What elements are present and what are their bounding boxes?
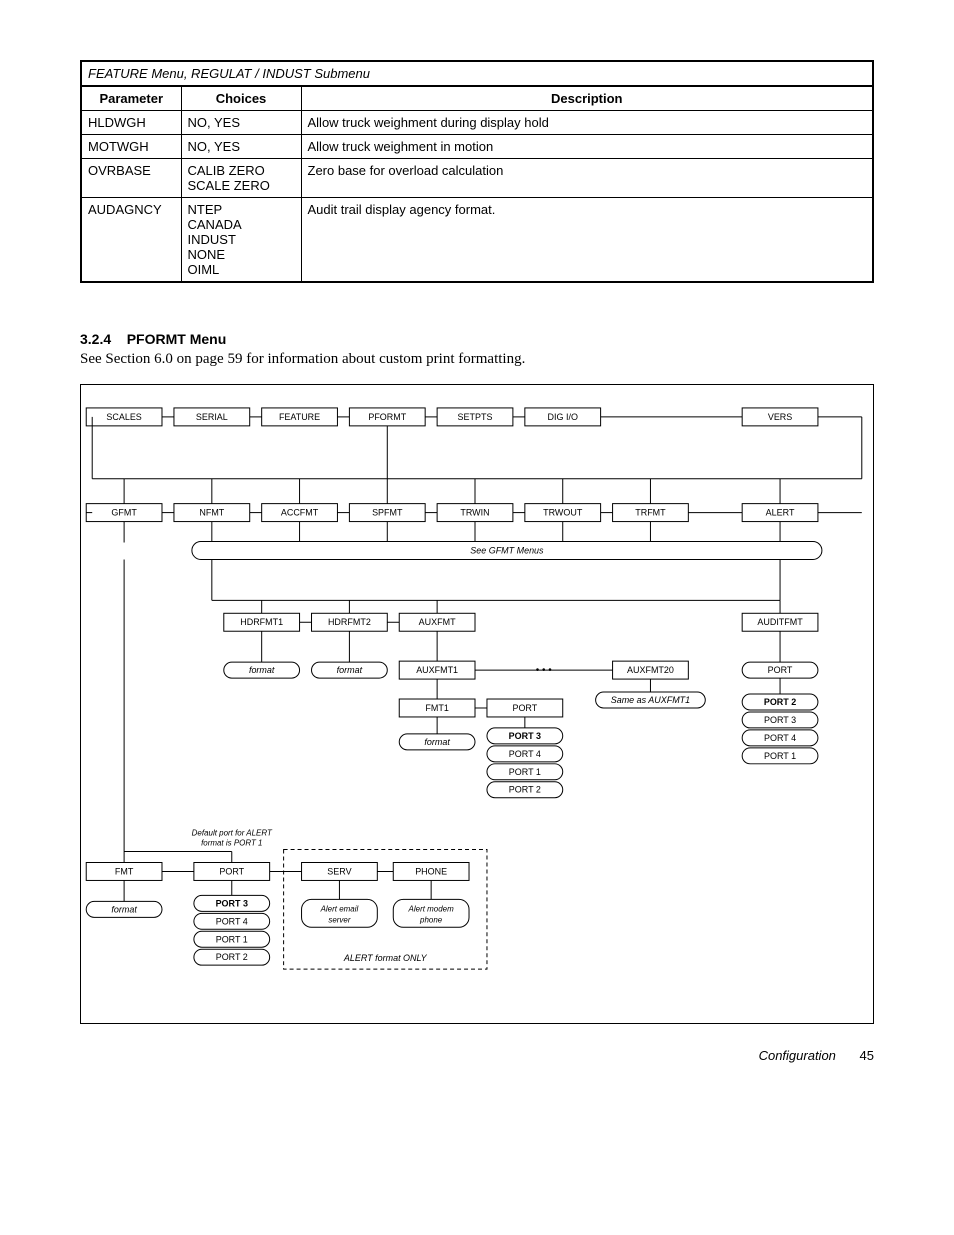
svg-text:Default port for ALERT: Default port for ALERT [192, 829, 273, 838]
cell-param: HLDWGH [81, 111, 181, 135]
footer-page: 45 [860, 1048, 874, 1063]
svg-text:GFMT: GFMT [111, 508, 137, 518]
svg-text:phone: phone [419, 915, 443, 924]
cell-choices: NO, YES [181, 111, 301, 135]
svg-text:See GFMT Menus: See GFMT Menus [470, 545, 544, 555]
svg-text:PORT 2: PORT 2 [764, 697, 796, 707]
svg-text:PORT 2: PORT 2 [216, 952, 248, 962]
svg-text:SETPTS: SETPTS [458, 412, 493, 422]
svg-text:PFORMT: PFORMT [368, 412, 406, 422]
diagram-svg: SCALES SERIAL FEATURE PFORMT SETPTS DIG I/O VE… [81, 385, 873, 1023]
table-row: MOTWGHNO, YESAllow truck weighment in mo… [81, 135, 873, 159]
svg-text:PORT: PORT [219, 866, 244, 876]
svg-text:SPFMT: SPFMT [372, 508, 403, 518]
svg-text:PORT 3: PORT 3 [509, 731, 541, 741]
svg-text:PORT 4: PORT 4 [764, 733, 796, 743]
table-row: OVRBASECALIB ZEROSCALE ZEROZero base for… [81, 159, 873, 198]
section-heading: 3.2.4 PFORMT Menu [80, 331, 874, 347]
cell-desc: Zero base for overload calculation [301, 159, 873, 198]
svg-text:ALERT format ONLY: ALERT format ONLY [343, 953, 428, 963]
svg-text:PORT: PORT [768, 665, 793, 675]
table-row: AUDAGNCYNTEPCANADAINDUSTNONEOIMLAudit tr… [81, 198, 873, 283]
svg-text:SERIAL: SERIAL [196, 412, 228, 422]
svg-text:PORT: PORT [512, 703, 537, 713]
svg-text:HDRFMT2: HDRFMT2 [328, 617, 371, 627]
svg-text:HDRFMT1: HDRFMT1 [240, 617, 283, 627]
svg-text:AUDITFMT: AUDITFMT [757, 617, 803, 627]
svg-text:server: server [328, 915, 350, 924]
svg-text:Alert modem: Alert modem [408, 904, 455, 913]
svg-text:AUXFMT: AUXFMT [419, 617, 456, 627]
svg-text:ACCFMT: ACCFMT [281, 508, 319, 518]
svg-text:FMT: FMT [115, 866, 134, 876]
svg-text:ALERT: ALERT [766, 508, 795, 518]
svg-text:TRFMT: TRFMT [635, 508, 666, 518]
cell-param: MOTWGH [81, 135, 181, 159]
cell-desc: Allow truck weighment during display hol… [301, 111, 873, 135]
svg-text:format: format [111, 904, 137, 914]
page-footer: Configuration 45 [80, 1048, 874, 1063]
svg-text:Same as AUXFMT1: Same as AUXFMT1 [611, 695, 690, 705]
cell-param: AUDAGNCY [81, 198, 181, 283]
svg-text:PORT 1: PORT 1 [509, 767, 541, 777]
svg-text:format is PORT 1: format is PORT 1 [201, 839, 262, 848]
svg-text:PORT 3: PORT 3 [216, 898, 248, 908]
svg-text:FEATURE: FEATURE [279, 412, 320, 422]
svg-text:PORT 1: PORT 1 [216, 934, 248, 944]
svg-text:SERV: SERV [327, 866, 351, 876]
svg-text:PORT 4: PORT 4 [216, 916, 248, 926]
section-title: PFORMT Menu [127, 331, 227, 347]
svg-text:TRWOUT: TRWOUT [543, 508, 583, 518]
col-description: Description [301, 86, 873, 111]
col-choices: Choices [181, 86, 301, 111]
svg-text:NFMT: NFMT [199, 508, 224, 518]
svg-text:PORT 2: PORT 2 [509, 785, 541, 795]
cell-choices: CALIB ZEROSCALE ZERO [181, 159, 301, 198]
col-parameter: Parameter [81, 86, 181, 111]
cell-choices: NO, YES [181, 135, 301, 159]
svg-text:PORT 4: PORT 4 [509, 749, 541, 759]
section-number: 3.2.4 [80, 331, 111, 347]
cell-choices: NTEPCANADAINDUSTNONEOIML [181, 198, 301, 283]
cell-param: OVRBASE [81, 159, 181, 198]
svg-text:FMT1: FMT1 [425, 703, 448, 713]
svg-text:format: format [249, 665, 275, 675]
svg-text:VERS: VERS [768, 412, 792, 422]
svg-text:format: format [424, 737, 450, 747]
svg-text:Alert email: Alert email [320, 904, 359, 913]
svg-text:• • •: • • • [536, 665, 552, 676]
svg-text:DIG I/O: DIG I/O [548, 412, 578, 422]
table-row: HLDWGHNO, YESAllow truck weighment durin… [81, 111, 873, 135]
svg-text:PHONE: PHONE [415, 866, 447, 876]
feature-table: FEATURE Menu, REGULAT / INDUST Submenu P… [80, 60, 874, 283]
section-body: See Section 6.0 on page 59 for informati… [80, 351, 874, 368]
cell-desc: Audit trail display agency format. [301, 198, 873, 283]
svg-text:AUXFMT20: AUXFMT20 [627, 665, 674, 675]
svg-text:PORT 1: PORT 1 [764, 751, 796, 761]
svg-text:PORT 3: PORT 3 [764, 715, 796, 725]
footer-label: Configuration [759, 1048, 836, 1063]
cell-desc: Allow truck weighment in motion [301, 135, 873, 159]
svg-text:SCALES: SCALES [106, 412, 141, 422]
svg-text:TRWIN: TRWIN [460, 508, 489, 518]
table-caption: FEATURE Menu, REGULAT / INDUST Submenu [80, 60, 874, 85]
svg-text:AUXFMT1: AUXFMT1 [416, 665, 458, 675]
svg-text:format: format [337, 665, 363, 675]
pformt-diagram: SCALES SERIAL FEATURE PFORMT SETPTS DIG I/O VE… [80, 384, 874, 1024]
